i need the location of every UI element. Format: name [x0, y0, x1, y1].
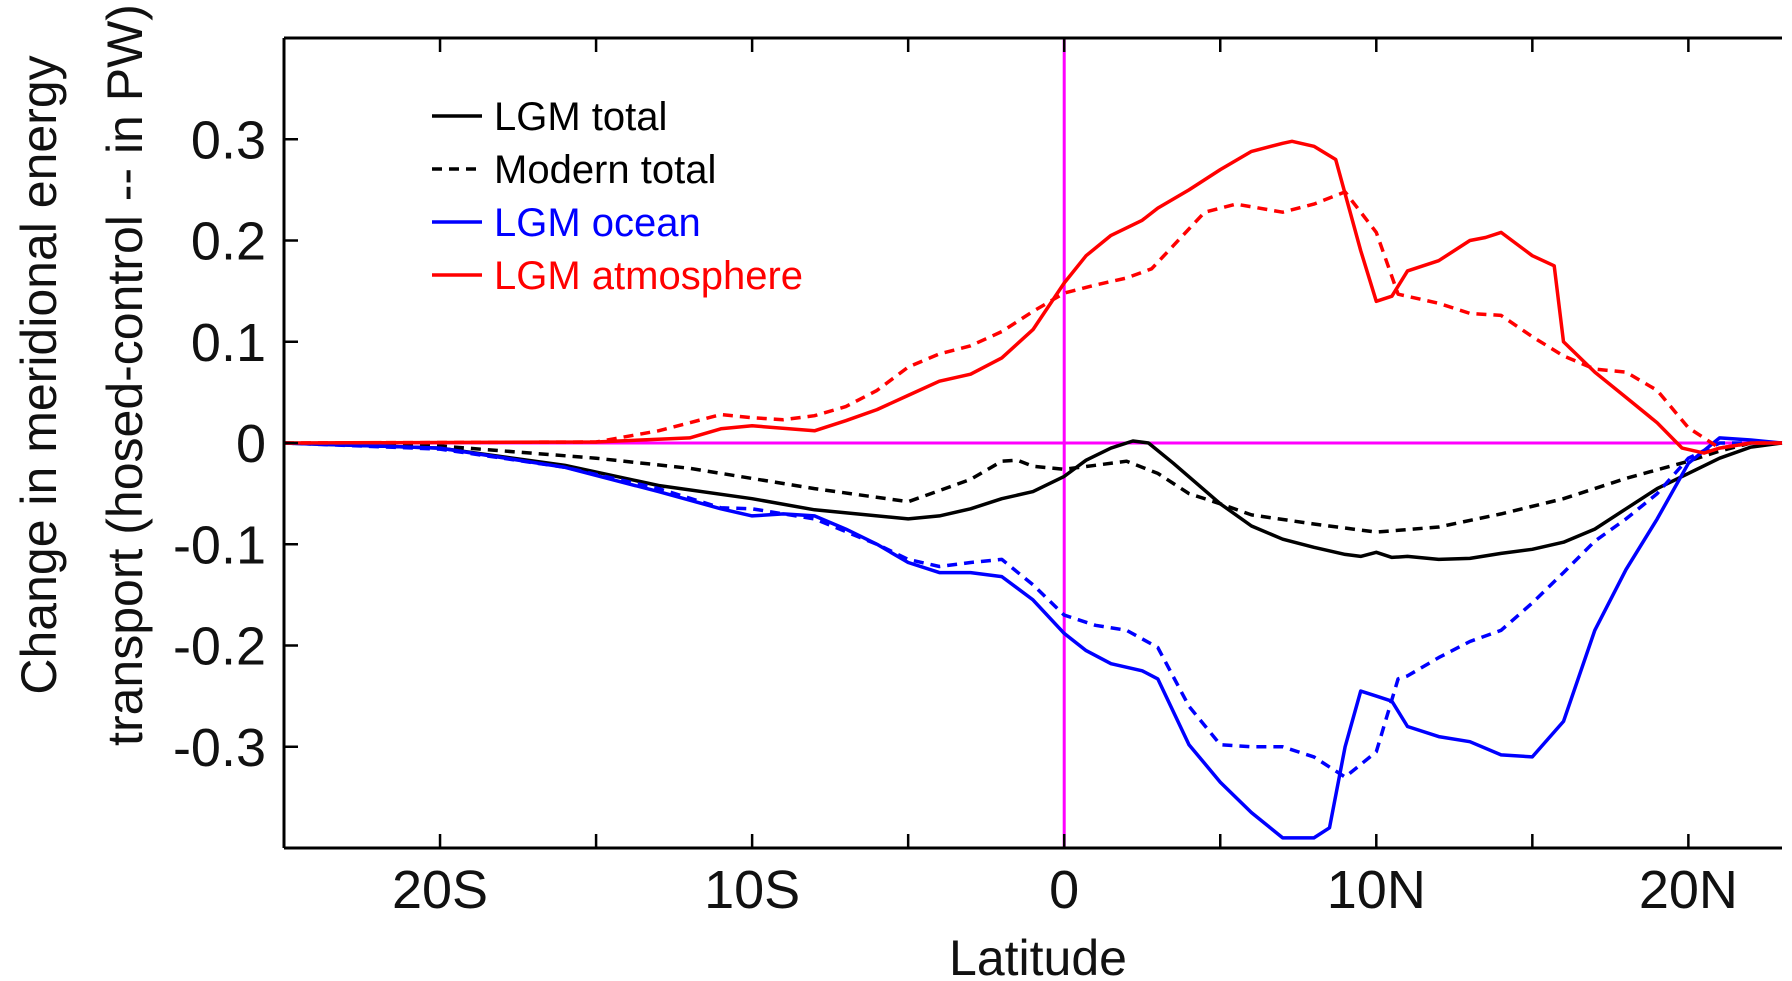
y-axis-label-line2: transport (hosed-control -- in PW) — [97, 4, 153, 746]
legend-label-lgm-total: LGM total — [494, 95, 667, 139]
series-line-modern-ocean — [283, 441, 1782, 779]
x-axis-label: Latitude — [949, 930, 1127, 981]
y-axis-label-line1: Change in meridional energy — [11, 55, 67, 694]
x-tick-label: 10N — [1327, 860, 1426, 920]
series-line-modern-atmosphere — [283, 190, 1782, 450]
y-tick-label: -0.3 — [173, 718, 266, 778]
series-line-modern-total — [283, 441, 1782, 534]
x-tick-label: 0 — [1049, 860, 1079, 920]
y-tick-label: 0.3 — [191, 110, 266, 170]
y-tick-label: 0.1 — [191, 313, 266, 373]
y-tick-label: -0.2 — [173, 617, 266, 677]
legend-label-lgm-ocean: LGM ocean — [494, 201, 701, 245]
x-tick-label: 20S — [392, 860, 488, 920]
legend-label-modern-total: Modern total — [494, 148, 716, 192]
legend-label-lgm-atmosphere: LGM atmosphere — [494, 254, 803, 298]
y-axis-ticks: 0.3 0.2 0.1 0 -0.1 -0.2 -0.3 — [173, 110, 298, 778]
series-line-lgm-total — [283, 439, 1783, 562]
series-group — [283, 139, 1783, 840]
y-tick-label: 0.2 — [191, 212, 266, 272]
x-tick-label: 10S — [704, 860, 800, 920]
y-tick-label: -0.1 — [173, 515, 266, 575]
x-tick-label: 20N — [1639, 860, 1738, 920]
legend: LGM total Modern total LGM ocean LGM atmosp… — [432, 95, 803, 298]
x-axis-ticks: 20S 10S 0 10N 20N — [392, 38, 1738, 920]
series-line-lgm-ocean — [283, 436, 1783, 840]
y-tick-label: 0 — [236, 414, 266, 474]
